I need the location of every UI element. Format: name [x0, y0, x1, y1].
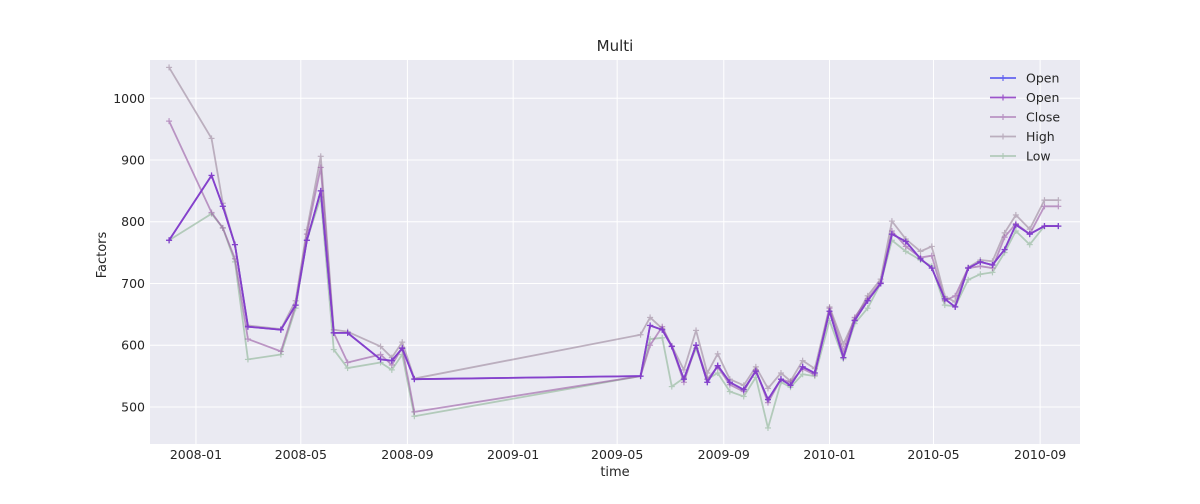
plot-area	[150, 60, 1080, 444]
y-axis-label: Factors	[95, 231, 110, 278]
legend-swatch	[990, 114, 1016, 120]
axes: 2008-01 2008-05 2008-09 2009-01 2009-05 2009-…	[113, 91, 1066, 462]
x-tick-label: 2009-09	[698, 447, 750, 462]
x-tick-label: 2008-05	[275, 447, 327, 462]
legend-label: Open	[1026, 90, 1059, 105]
x-tick-label: 2010-05	[907, 447, 959, 462]
grid-lines	[150, 60, 1080, 444]
series-lines	[166, 64, 1062, 431]
x-axis-label: time	[600, 465, 629, 480]
y-tick-label: 600	[121, 338, 145, 353]
x-tick-label: 2009-05	[591, 447, 643, 462]
legend-label: Open	[1026, 71, 1059, 86]
legend-swatch	[990, 75, 1016, 81]
y-tick-label: 700	[121, 276, 145, 291]
x-tick-label: 2008-01	[170, 447, 222, 462]
series-line	[168, 174, 1059, 401]
legend-label: High	[1026, 129, 1055, 144]
legend-swatch	[990, 153, 1016, 159]
legend-swatch	[990, 133, 1016, 140]
x-tick-label: 2009-01	[487, 447, 539, 462]
legend-label: Low	[1026, 149, 1051, 164]
y-tick-label: 800	[121, 214, 145, 229]
chart-title: Multi	[597, 37, 634, 55]
legend-swatch	[990, 94, 1016, 101]
series-1	[166, 172, 1062, 403]
x-tick-label: 2008-09	[381, 447, 433, 462]
y-tick-label: 500	[121, 399, 145, 414]
y-tick-label: 1000	[113, 91, 145, 106]
x-tick-label: 2010-09	[1014, 447, 1066, 462]
x-tick-label: 2010-01	[803, 447, 855, 462]
y-tick-label: 900	[121, 153, 145, 168]
legend: Open Open Close High Low	[990, 71, 1060, 164]
legend-label: Close	[1026, 110, 1060, 125]
